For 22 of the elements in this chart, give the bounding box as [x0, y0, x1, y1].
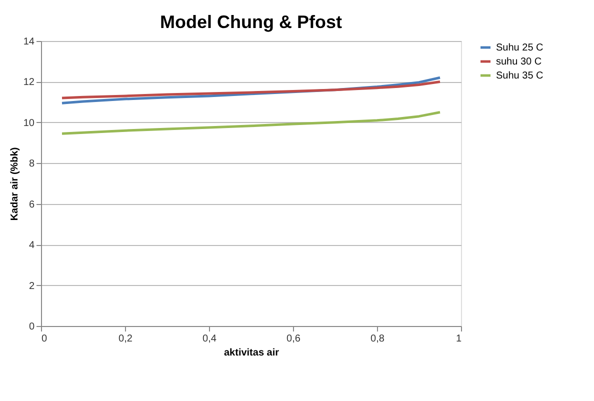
chart-title: Model Chung & Pfost — [160, 12, 342, 32]
line-series — [60, 80, 442, 100]
x-tick-label: 0,2 — [118, 334, 133, 344]
y-tick-label: 2 — [28, 280, 35, 292]
y-tick-label: 8 — [28, 158, 35, 170]
y-tick-label: 14 — [23, 36, 35, 48]
y-tick-label: 10 — [23, 118, 35, 129]
legend-label: Suhu 25 C — [496, 42, 544, 54]
x-tick-label: 0,8 — [370, 334, 385, 344]
legend-label: Suhu 35 C — [496, 70, 544, 82]
y-axis-title: Kadar air (%bk) — [9, 147, 20, 221]
x-tick-label: 1 — [456, 334, 462, 344]
x-tick-label: 0,4 — [202, 334, 217, 344]
x-axis-title: aktivitas air — [224, 348, 280, 358]
x-tick-label: 0,6 — [286, 334, 301, 344]
y-tick-label: 0 — [28, 322, 35, 332]
line-series — [60, 111, 442, 135]
x-tick-label: 0 — [42, 334, 48, 344]
legend-label: suhu 30 C — [496, 56, 542, 68]
y-tick-label: 6 — [28, 199, 35, 210]
y-tick-label: 12 — [23, 77, 35, 88]
y-tick-label: 4 — [28, 240, 35, 252]
